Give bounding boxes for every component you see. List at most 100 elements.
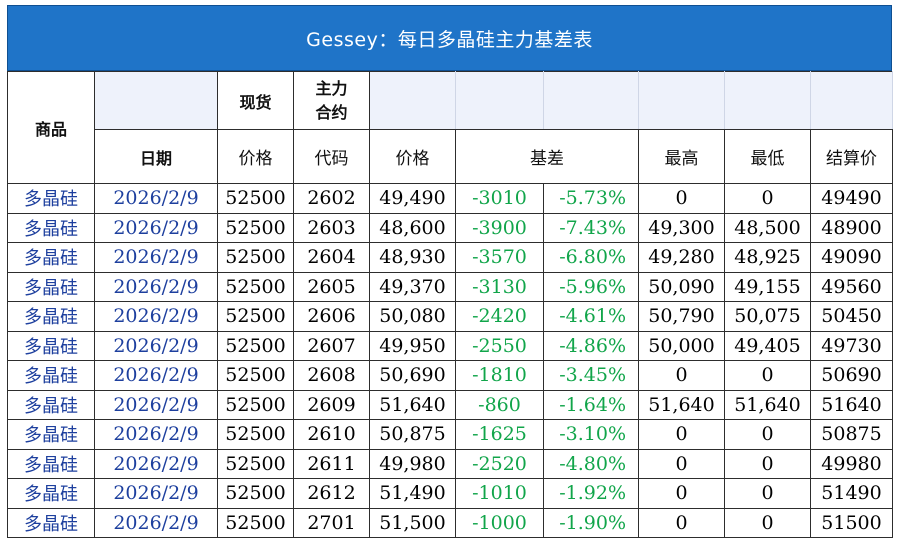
cell-basis-pct: -5.73% bbox=[543, 183, 639, 214]
table-row: 多晶硅 2026/2/9 52500 2606 50,080 -2420 -4.61% 50,… bbox=[7, 301, 893, 332]
cell-futures-price: 48,930 bbox=[369, 242, 456, 273]
cell-contract-code: 2701 bbox=[293, 507, 370, 538]
cell-basis: -1625 bbox=[455, 419, 544, 450]
table-row: 多晶硅 2026/2/9 52500 2611 49,980 -2520 -4.80% 0 0 4… bbox=[7, 448, 893, 479]
cell-basis: -3010 bbox=[455, 183, 544, 214]
cell-basis: -3570 bbox=[455, 242, 544, 273]
cell-spot-price: 52500 bbox=[217, 419, 294, 450]
cell-settle: 50450 bbox=[810, 301, 893, 332]
cell-basis-pct: -1.92% bbox=[543, 478, 639, 509]
header-spot: 现货 bbox=[217, 71, 294, 130]
table-title: Gessey：每日多晶硅主力基差表 bbox=[7, 5, 892, 71]
cell-basis: -1810 bbox=[455, 360, 544, 391]
cell-high: 51,640 bbox=[638, 389, 725, 420]
cell-contract-code: 2603 bbox=[293, 212, 370, 243]
cell-futures-price: 50,080 bbox=[369, 301, 456, 332]
cell-spot-price: 52500 bbox=[217, 183, 294, 214]
cell-date: 2026/2/9 bbox=[94, 271, 218, 302]
cell-spot-price: 52500 bbox=[217, 242, 294, 273]
cell-low: 49,155 bbox=[724, 271, 811, 302]
cell-high: 0 bbox=[638, 360, 725, 391]
cell-date: 2026/2/9 bbox=[94, 183, 218, 214]
cell-low: 49,405 bbox=[724, 330, 811, 361]
table-row: 多晶硅 2026/2/9 52500 2604 48,930 -3570 -6.80% 49,… bbox=[7, 242, 893, 273]
cell-futures-price: 49,950 bbox=[369, 330, 456, 361]
cell-spot-price: 52500 bbox=[217, 448, 294, 479]
cell-contract-code: 2608 bbox=[293, 360, 370, 391]
cell-spot-price: 52500 bbox=[217, 360, 294, 391]
cell-basis: -860 bbox=[455, 389, 544, 420]
table-row: 多晶硅 2026/2/9 52500 2612 51,490 -1010 -1.92% 0 0 5… bbox=[7, 478, 893, 509]
header-blank-date bbox=[94, 71, 218, 130]
header-high: 最高 bbox=[638, 129, 725, 184]
cell-product: 多晶硅 bbox=[7, 419, 95, 450]
cell-low: 50,075 bbox=[724, 301, 811, 332]
header-blank-price bbox=[369, 71, 456, 130]
cell-date: 2026/2/9 bbox=[94, 507, 218, 538]
cell-basis: -2520 bbox=[455, 448, 544, 479]
basis-table: 商品 现货 主力 合约 日期 价格 代码 价格 基差 最高 最低 结算价 bbox=[7, 71, 893, 538]
table-row: 多晶硅 2026/2/9 52500 2607 49,950 -2550 -4.86% 50,… bbox=[7, 330, 893, 361]
cell-basis-pct: -3.10% bbox=[543, 419, 639, 450]
header-basis: 基差 bbox=[455, 129, 639, 184]
header-product: 商品 bbox=[7, 71, 95, 184]
table-row: 多晶硅 2026/2/9 52500 2603 48,600 -3900 -7.43% 49,… bbox=[7, 212, 893, 243]
basis-table-container: Gessey：每日多晶硅主力基差表 商品 现货 主力 合约 日期 价格 bbox=[7, 5, 893, 538]
cell-product: 多晶硅 bbox=[7, 360, 95, 391]
cell-basis-pct: -4.61% bbox=[543, 301, 639, 332]
cell-low: 0 bbox=[724, 448, 811, 479]
cell-settle: 50875 bbox=[810, 419, 893, 450]
cell-date: 2026/2/9 bbox=[94, 301, 218, 332]
cell-high: 0 bbox=[638, 478, 725, 509]
cell-product: 多晶硅 bbox=[7, 448, 95, 479]
cell-high: 50,090 bbox=[638, 271, 725, 302]
cell-settle: 49980 bbox=[810, 448, 893, 479]
cell-product: 多晶硅 bbox=[7, 478, 95, 509]
header-code: 代码 bbox=[293, 129, 370, 184]
cell-high: 50,000 bbox=[638, 330, 725, 361]
cell-product: 多晶硅 bbox=[7, 212, 95, 243]
cell-date: 2026/2/9 bbox=[94, 419, 218, 450]
cell-futures-price: 49,490 bbox=[369, 183, 456, 214]
cell-settle: 51640 bbox=[810, 389, 893, 420]
cell-settle: 50690 bbox=[810, 360, 893, 391]
table-row: 多晶硅 2026/2/9 52500 2608 50,690 -1810 -3.45% 0 0 5… bbox=[7, 360, 893, 391]
cell-basis: -2420 bbox=[455, 301, 544, 332]
header-blank-high bbox=[638, 71, 725, 130]
cell-basis: -2550 bbox=[455, 330, 544, 361]
cell-contract-code: 2611 bbox=[293, 448, 370, 479]
cell-futures-price: 51,640 bbox=[369, 389, 456, 420]
table-row: 多晶硅 2026/2/9 52500 2605 49,370 -3130 -5.96% 50,… bbox=[7, 271, 893, 302]
cell-basis: -1000 bbox=[455, 507, 544, 538]
cell-low: 0 bbox=[724, 507, 811, 538]
header-blank-basis-a bbox=[455, 71, 544, 130]
cell-spot-price: 52500 bbox=[217, 212, 294, 243]
cell-date: 2026/2/9 bbox=[94, 360, 218, 391]
cell-futures-price: 49,370 bbox=[369, 271, 456, 302]
cell-basis: -1010 bbox=[455, 478, 544, 509]
cell-date: 2026/2/9 bbox=[94, 242, 218, 273]
cell-spot-price: 52500 bbox=[217, 478, 294, 509]
cell-date: 2026/2/9 bbox=[94, 448, 218, 479]
cell-spot-price: 52500 bbox=[217, 507, 294, 538]
cell-basis-pct: -7.43% bbox=[543, 212, 639, 243]
cell-settle: 49490 bbox=[810, 183, 893, 214]
cell-futures-price: 50,875 bbox=[369, 419, 456, 450]
cell-product: 多晶硅 bbox=[7, 507, 95, 538]
cell-futures-price: 50,690 bbox=[369, 360, 456, 391]
cell-futures-price: 51,490 bbox=[369, 478, 456, 509]
cell-low: 0 bbox=[724, 419, 811, 450]
cell-contract-code: 2602 bbox=[293, 183, 370, 214]
cell-contract-code: 2612 bbox=[293, 478, 370, 509]
cell-low: 51,640 bbox=[724, 389, 811, 420]
header-blank-low bbox=[724, 71, 811, 130]
cell-settle: 49090 bbox=[810, 242, 893, 273]
cell-contract-code: 2604 bbox=[293, 242, 370, 273]
cell-contract-code: 2610 bbox=[293, 419, 370, 450]
cell-spot-price: 52500 bbox=[217, 389, 294, 420]
cell-contract-code: 2607 bbox=[293, 330, 370, 361]
cell-futures-price: 51,500 bbox=[369, 507, 456, 538]
cell-high: 49,280 bbox=[638, 242, 725, 273]
cell-spot-price: 52500 bbox=[217, 301, 294, 332]
cell-low: 0 bbox=[724, 478, 811, 509]
